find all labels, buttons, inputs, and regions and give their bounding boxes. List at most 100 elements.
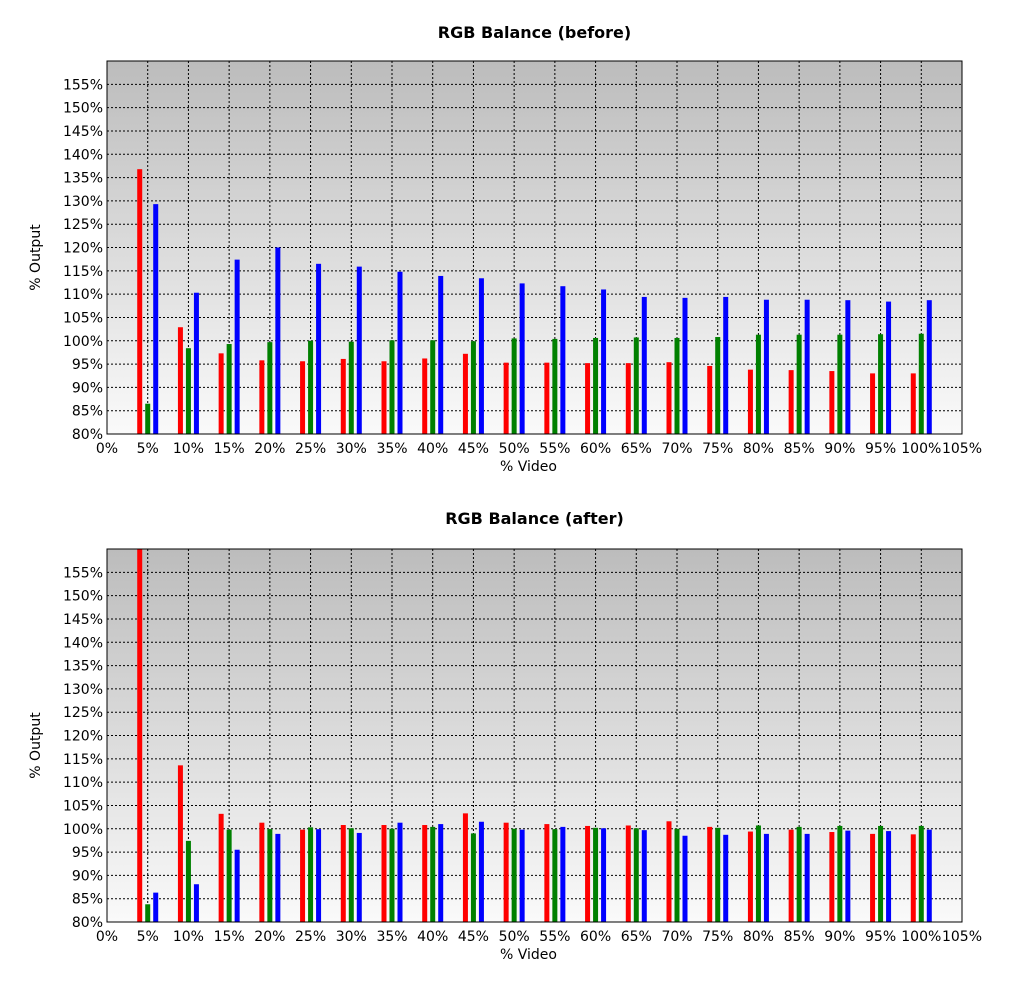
x-tick-label: 45% — [458, 441, 489, 457]
bar-series0-point13 — [666, 362, 672, 434]
bar-series0-point14 — [707, 365, 713, 434]
x-tick-label: 50% — [499, 441, 530, 457]
y-tick-label: 90% — [72, 868, 103, 884]
bar-series0-point15 — [747, 831, 753, 922]
bar-series1-point18 — [878, 825, 884, 922]
x-tick-label: 0% — [96, 929, 118, 945]
bar-series2-point3 — [275, 247, 281, 434]
y-tick-label: 80% — [72, 427, 103, 443]
bar-series1-point3 — [267, 342, 273, 434]
bar-series1-point1 — [185, 840, 191, 922]
bar-series2-point19 — [926, 300, 932, 434]
x-tick-label: 20% — [254, 441, 285, 457]
y-tick-label: 105% — [63, 798, 103, 814]
bar-series2-point13 — [682, 297, 688, 434]
y-tick-label: 125% — [63, 217, 103, 233]
bar-series2-point18 — [886, 301, 892, 434]
x-tick-label: 85% — [784, 929, 815, 945]
bar-series2-point5 — [356, 832, 362, 922]
x-tick-label: 5% — [137, 441, 159, 457]
x-tick-label: 15% — [214, 441, 245, 457]
bar-series1-point3 — [267, 829, 273, 922]
bar-series0-point11 — [585, 363, 591, 434]
x-tick-label: 90% — [824, 929, 855, 945]
bar-series1-point10 — [552, 338, 558, 434]
bar-series1-point11 — [593, 827, 599, 922]
bar-series2-point10 — [560, 826, 566, 922]
bar-series0-point18 — [870, 373, 876, 434]
bar-series1-point6 — [389, 340, 395, 434]
bar-series1-point15 — [755, 825, 761, 922]
bar-series2-point6 — [397, 271, 403, 434]
bar-series0-point1 — [177, 327, 183, 434]
bar-series2-point8 — [478, 821, 484, 922]
bar-series1-point16 — [796, 334, 802, 434]
x-tick-label: 70% — [661, 441, 692, 457]
bar-series0-point8 — [462, 353, 468, 434]
bar-series0-point17 — [829, 371, 835, 434]
bar-series1-point0 — [145, 403, 151, 434]
bar-series2-point6 — [397, 822, 403, 922]
bar-series2-point14 — [723, 296, 729, 434]
y-tick-label: 85% — [72, 404, 103, 420]
bar-series1-point18 — [878, 334, 884, 434]
bar-series2-point12 — [641, 296, 647, 434]
bar-series1-point4 — [308, 827, 314, 922]
y-tick-label: 90% — [72, 380, 103, 396]
bar-series0-point9 — [503, 362, 509, 434]
bar-series0-point0 — [137, 549, 143, 922]
bar-series0-point19 — [910, 834, 916, 922]
bar-series2-point18 — [886, 831, 892, 922]
bar-series2-point2 — [234, 259, 240, 434]
bar-series1-point15 — [755, 334, 761, 434]
bar-series1-point13 — [674, 337, 680, 434]
bar-series0-point6 — [381, 825, 387, 922]
bar-series0-point11 — [585, 825, 591, 922]
bar-series1-point8 — [470, 833, 476, 922]
bar-series2-point4 — [316, 263, 322, 434]
y-tick-label: 115% — [63, 752, 103, 768]
plot-border — [106, 548, 963, 923]
x-tick-label: 80% — [743, 441, 774, 457]
x-tick-label: 15% — [214, 929, 245, 945]
bar-series1-point6 — [389, 828, 395, 922]
bar-series0-point7 — [422, 825, 428, 922]
chart-title: RGB Balance (after) — [445, 509, 624, 528]
y-tick-label: 135% — [63, 659, 103, 675]
bar-series2-point15 — [763, 833, 769, 922]
x-axis-label: % Video — [500, 459, 557, 475]
bar-series1-point16 — [796, 826, 802, 922]
chart-1: RGB Balance (after)80%85%90%95%100%105%1… — [28, 509, 982, 963]
x-tick-label: 105% — [942, 929, 982, 945]
bar-series2-point2 — [234, 849, 240, 922]
bar-series1-point14 — [715, 337, 721, 434]
x-tick-label: 75% — [702, 441, 733, 457]
bar-series2-point12 — [641, 830, 647, 922]
y-tick-label: 130% — [63, 194, 103, 210]
bar-series2-point5 — [356, 266, 362, 434]
y-tick-label: 140% — [63, 635, 103, 651]
x-tick-label: 60% — [580, 929, 611, 945]
bar-series0-point0 — [137, 169, 143, 435]
bar-series2-point7 — [438, 275, 444, 434]
bar-series0-point6 — [381, 361, 387, 434]
x-tick-label: 65% — [621, 441, 652, 457]
bar-series1-point1 — [185, 348, 191, 434]
bar-series0-point4 — [300, 361, 306, 434]
y-tick-label: 100% — [63, 334, 103, 350]
bar-series1-point19 — [918, 825, 924, 922]
bar-series1-point2 — [226, 344, 232, 434]
bar-series1-point0 — [145, 904, 151, 922]
bar-series1-point4 — [308, 340, 314, 434]
x-tick-label: 55% — [539, 929, 570, 945]
bar-series0-point10 — [544, 362, 550, 434]
bar-series2-point3 — [275, 833, 281, 922]
bar-series0-point17 — [829, 832, 835, 922]
bar-series0-point16 — [788, 370, 794, 434]
bar-series0-point2 — [218, 813, 224, 922]
bar-series2-point10 — [560, 286, 566, 434]
x-tick-label: 100% — [901, 929, 941, 945]
bar-series0-point3 — [259, 360, 265, 434]
chart-0: RGB Balance (before)80%85%90%95%100%105%… — [28, 23, 982, 475]
